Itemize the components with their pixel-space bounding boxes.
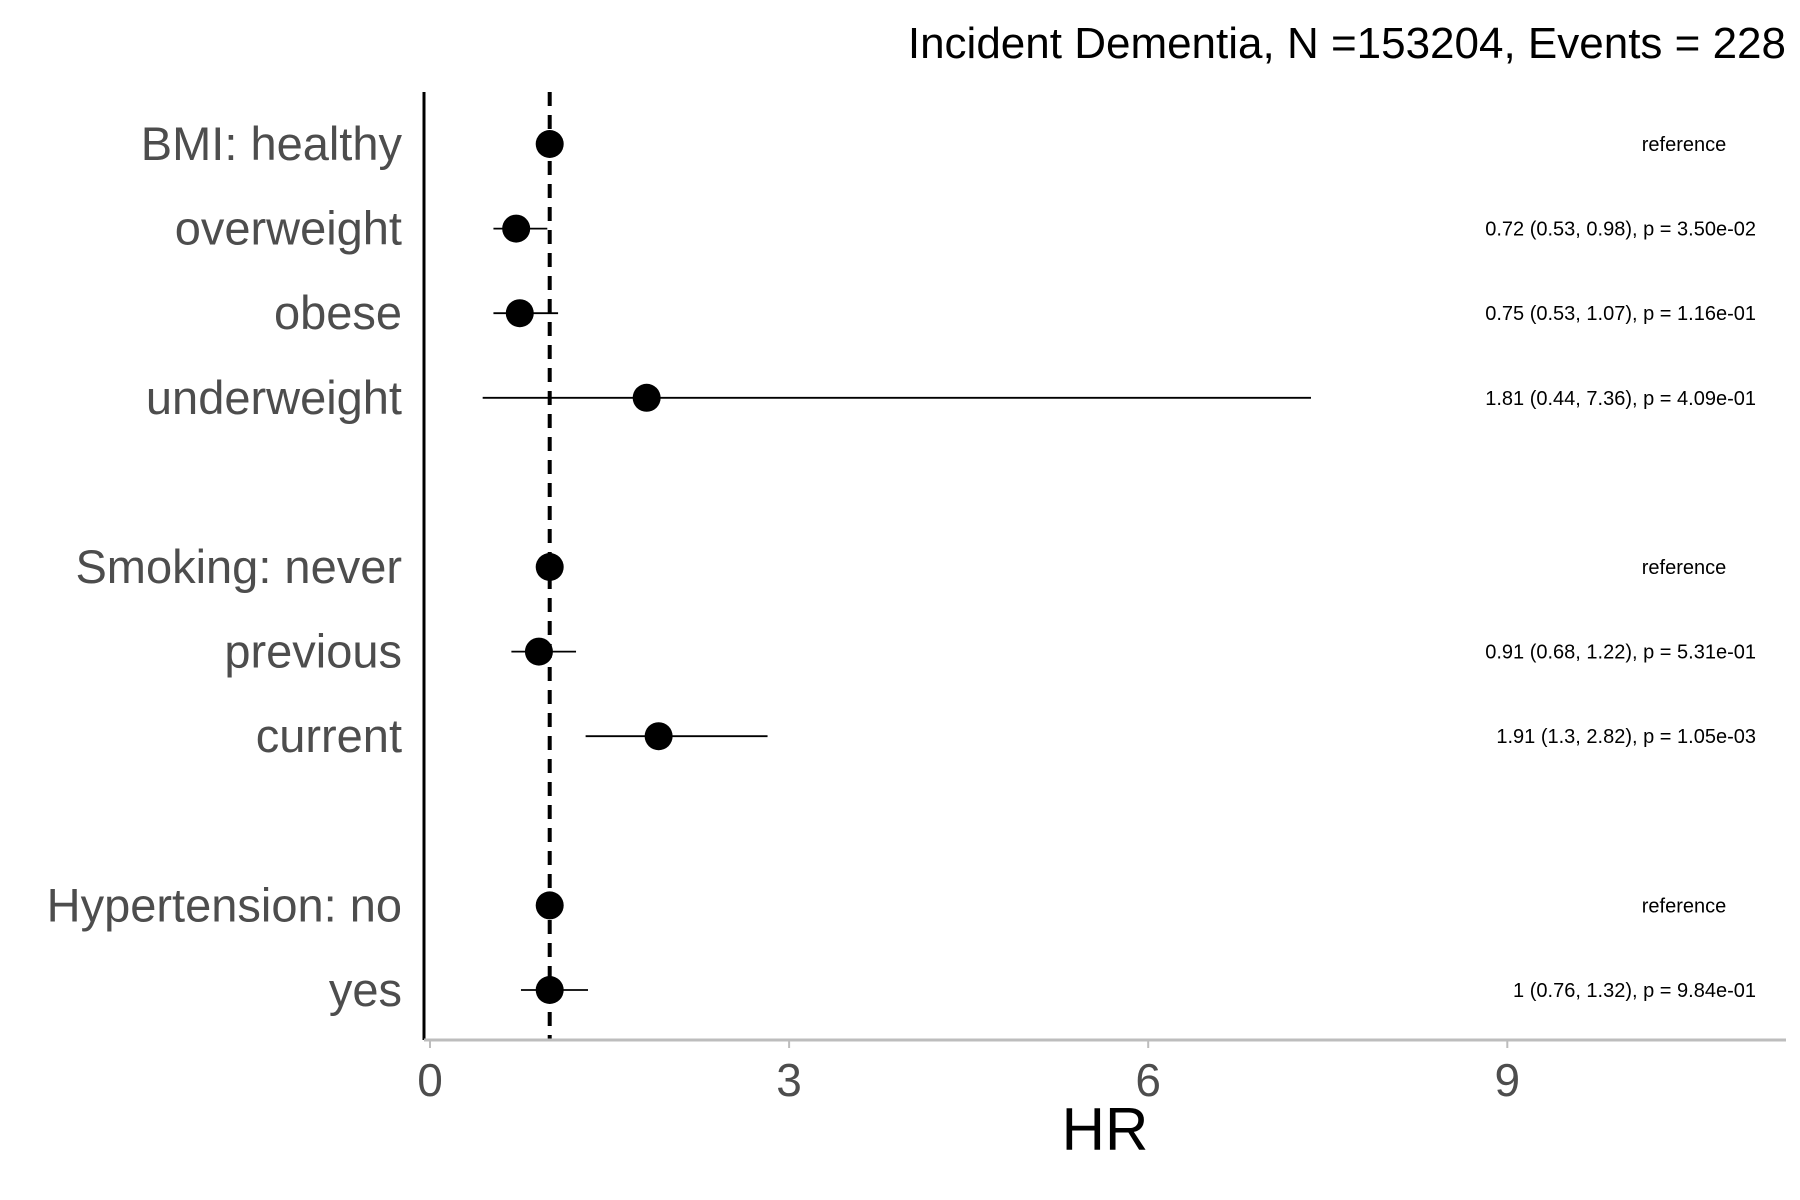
x-tick-label: 9 <box>1495 1054 1521 1106</box>
y-tick-label: obese <box>274 286 402 339</box>
hr-point <box>502 214 531 243</box>
hr-point <box>535 553 564 581</box>
hr-point <box>535 891 564 920</box>
x-tick-label: 6 <box>1135 1054 1161 1106</box>
y-tick-label: Smoking: never <box>75 540 402 593</box>
x-tick-label: 0 <box>417 1054 443 1106</box>
hr-point <box>644 722 673 751</box>
estimate-label: 1.91 (1.3, 2.82), p = 1.05e-03 <box>1496 726 1756 748</box>
estimate-label: reference <box>1642 557 1727 579</box>
estimate-label: reference <box>1642 134 1727 156</box>
chart-title: Incident Dementia, N =153204, Events = 2… <box>908 19 1786 68</box>
x-tick-label: 3 <box>776 1054 802 1106</box>
estimate-label: 1.81 (0.44, 7.36), p = 4.09e-01 <box>1485 388 1756 410</box>
estimate-label: 0.91 (0.68, 1.22), p = 5.31e-01 <box>1485 642 1756 664</box>
estimate-label: 0.72 (0.53, 0.98), p = 3.50e-02 <box>1485 219 1756 241</box>
x-axis-title: HR <box>1062 1096 1149 1163</box>
y-tick-label: yes <box>329 963 402 1016</box>
hr-point <box>535 130 564 158</box>
hr-point <box>524 637 553 666</box>
estimate-label: 0.75 (0.53, 1.07), p = 1.16e-01 <box>1485 303 1756 325</box>
y-tick-label: underweight <box>146 371 402 424</box>
hr-point <box>632 383 661 412</box>
estimate-label: 1 (0.76, 1.32), p = 9.84e-01 <box>1513 980 1756 1002</box>
plot-area: BMI: healthy reference overweight 0.72 (0.5… <box>47 92 1756 1040</box>
y-tick-label: Hypertension: no <box>47 878 402 931</box>
y-tick-label: current <box>256 709 402 762</box>
y-tick-label: BMI: healthy <box>141 117 403 170</box>
hr-point <box>535 976 564 1004</box>
y-tick-label: overweight <box>175 202 402 255</box>
estimate-label: reference <box>1642 895 1727 917</box>
hr-point <box>505 299 534 328</box>
y-tick-label: previous <box>224 625 402 678</box>
